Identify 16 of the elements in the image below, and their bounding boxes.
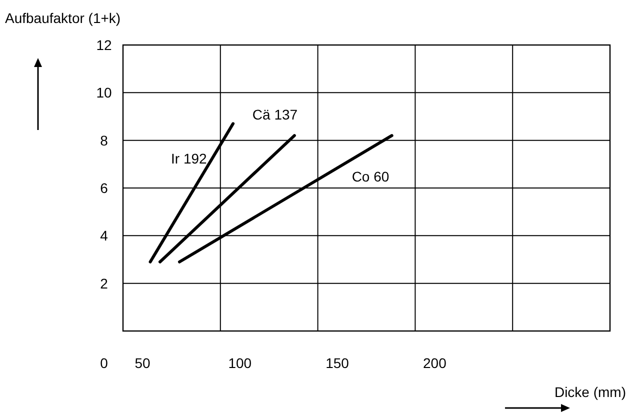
x-tick-label: 200: [423, 355, 447, 371]
series-label: Cä 137: [252, 106, 298, 123]
series-label: Co 60: [352, 168, 390, 185]
y-tick-label: 10: [96, 84, 112, 101]
x-tick-label: 100: [228, 355, 252, 371]
y-tick-label: 12: [96, 37, 112, 53]
y-tick-label: 2: [100, 275, 108, 292]
x-tick-label: 50: [134, 355, 150, 371]
text: 0: [100, 355, 108, 371]
y-tick-label: 4: [100, 228, 108, 244]
x-axis-title: Dicke (mm): [554, 384, 626, 400]
x-tick-label: 150: [326, 355, 350, 371]
series-label: Ir 192: [171, 150, 208, 167]
y-tick-label: 8: [100, 132, 108, 148]
y-axis-title: Aufbaufaktor (1+k): [5, 10, 121, 26]
y-tick-label: 6: [100, 180, 108, 196]
